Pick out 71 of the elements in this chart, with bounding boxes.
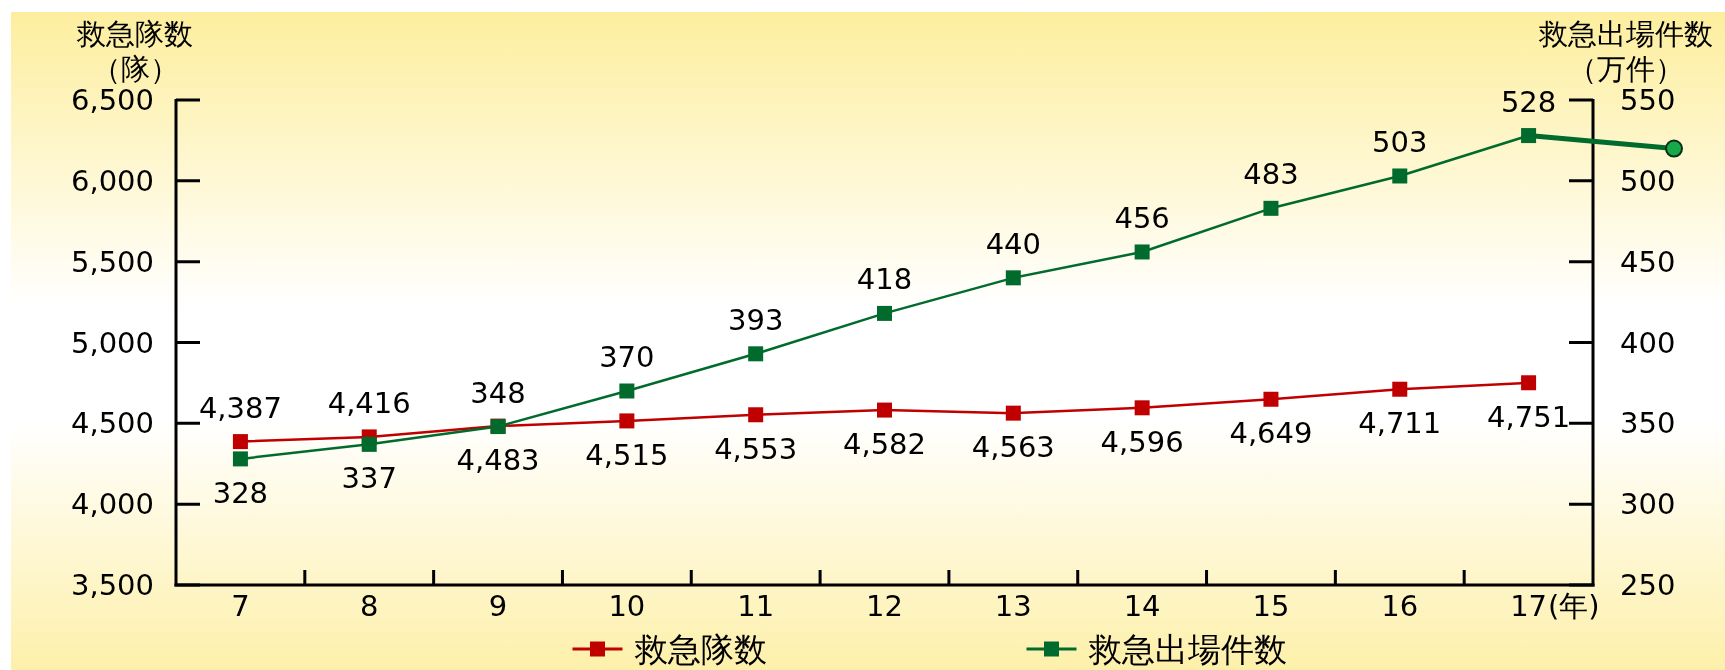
- data-label: 503: [1372, 124, 1428, 159]
- data-label: 4,582: [842, 427, 927, 462]
- legend-label: 救急隊数: [633, 629, 767, 669]
- x-tick-label: 10: [608, 589, 646, 623]
- data-label: 337: [341, 461, 397, 496]
- y-tick-label: 5,500: [70, 244, 154, 279]
- point: [232, 434, 248, 450]
- point: [1263, 200, 1279, 216]
- y2-tick-label: 350: [1620, 406, 1676, 441]
- data-label: 348: [470, 375, 526, 410]
- y-tick-label: 3,500: [70, 568, 154, 602]
- y2-axis-title: 救急出場件数（万件）: [1538, 17, 1713, 86]
- point: [1134, 400, 1150, 416]
- point: [1392, 168, 1408, 184]
- data-label: 328: [212, 475, 269, 510]
- x-tick-label: 11: [737, 589, 775, 623]
- data-label: 393: [728, 302, 784, 337]
- y2-tick-label: 550: [1620, 83, 1676, 117]
- x-tick-label: 8: [360, 589, 379, 623]
- data-label: 418: [856, 262, 913, 297]
- y2-tick-label: 450: [1620, 244, 1676, 279]
- x-tick-label: 16: [1381, 589, 1419, 623]
- x-tick-label: 14: [1123, 589, 1161, 623]
- data-label: 4,553: [714, 431, 798, 466]
- y2-tick-label: 400: [1620, 325, 1676, 360]
- point: [619, 383, 635, 399]
- point: [1134, 244, 1150, 260]
- point: [877, 402, 892, 418]
- point: [619, 413, 635, 429]
- point: [361, 436, 377, 452]
- x-axis-title: (年): [1548, 589, 1600, 623]
- y2-tick-label: 500: [1620, 163, 1676, 198]
- data-label: 4,596: [1100, 424, 1184, 459]
- data-label: 4,387: [198, 390, 282, 425]
- data-label: 4,416: [327, 385, 411, 420]
- data-label: 4,515: [585, 437, 669, 472]
- x-tick-label: 9: [488, 589, 508, 623]
- data-label: 4,563: [971, 430, 1055, 465]
- point: [877, 305, 892, 321]
- y-tick-label: 4,000: [70, 487, 154, 522]
- x-tick-label: 17: [1510, 589, 1548, 623]
- data-label: 4,711: [1358, 406, 1442, 441]
- data-label: 440: [985, 226, 1041, 261]
- point: [1392, 381, 1408, 397]
- y-tick-label: 5,000: [70, 325, 154, 360]
- y2-tick-label: 250: [1620, 568, 1676, 602]
- point: [748, 407, 764, 423]
- x-tick-label: 7: [231, 589, 250, 623]
- y-axis-title: 救急隊数（隊）: [76, 17, 193, 86]
- point: [1263, 391, 1279, 407]
- y-tick-label: 4,500: [70, 406, 154, 441]
- data-label: 370: [599, 340, 655, 374]
- point: [1521, 128, 1537, 144]
- point: [232, 451, 248, 467]
- data-label: 4,751: [1487, 399, 1571, 434]
- point: [1521, 375, 1537, 391]
- point: [1005, 405, 1021, 421]
- x-tick-label: 15: [1252, 589, 1290, 623]
- x-tick-label: 13: [994, 589, 1032, 623]
- data-label: 483: [1243, 157, 1299, 192]
- y2-tick-label: 300: [1620, 487, 1676, 522]
- y-tick-label: 6,000: [70, 163, 154, 198]
- x-tick-label: 12: [866, 589, 903, 623]
- point: [748, 346, 764, 362]
- data-label: 4,649: [1229, 416, 1313, 451]
- y-tick-label: 6,500: [70, 83, 154, 117]
- data-label: 4,483: [456, 443, 540, 478]
- legend-label: 救急出場件数: [1087, 629, 1287, 669]
- data-label: 528: [1500, 84, 1557, 119]
- point: [1005, 270, 1021, 286]
- data-label: 456: [1114, 200, 1170, 235]
